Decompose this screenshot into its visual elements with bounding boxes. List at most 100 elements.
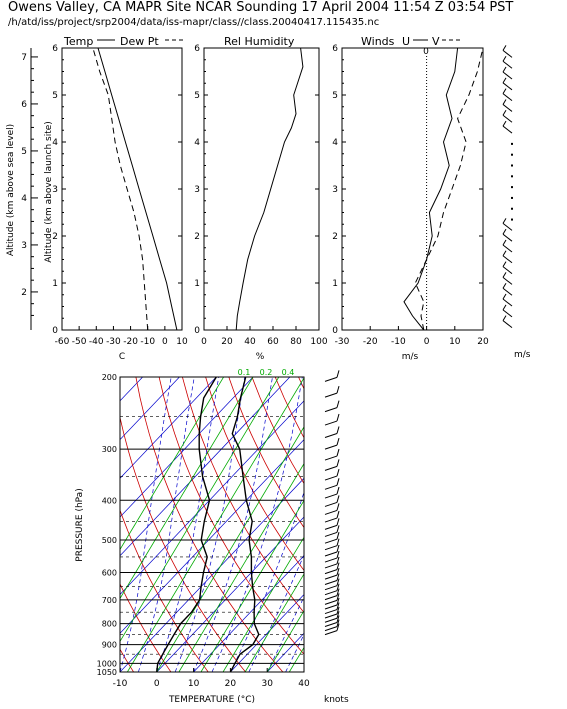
temperature-series-dew-pt bbox=[92, 47, 149, 331]
wind-barb-staff bbox=[502, 320, 513, 329]
skewt-wind-barb-flag bbox=[336, 583, 340, 591]
temperature-series-temp bbox=[97, 47, 178, 331]
skewt-wind-barb-staff bbox=[324, 484, 338, 490]
skewt-wind-barb-flag bbox=[336, 400, 340, 408]
skewt-wind-barb-flag bbox=[336, 448, 340, 457]
skewt-wind-barb-flag bbox=[336, 550, 340, 559]
temperature-y-tick-label: 3 bbox=[52, 185, 58, 195]
skewt-isotherm bbox=[156, 516, 304, 672]
skewt-wind-barb-flag bbox=[336, 602, 340, 610]
skewt-wind-barb-flag bbox=[336, 459, 340, 467]
skewt-wind-barb-flag bbox=[336, 619, 340, 627]
temperature-panel: 2 3 4 5 6 7 Altitude (km above sea level) Alt… bbox=[6, 35, 188, 362]
temperature-axes: -60 -50 -40 -30 -20 -10 0 10 0 1 2 3 4 5 6 bbox=[52, 44, 188, 347]
skewt-wind-barb-flag bbox=[336, 615, 340, 623]
skewt-pressure-tick-label: 1000 bbox=[97, 659, 117, 668]
temperature-plot-frame bbox=[61, 47, 183, 331]
skewt-pressure-tick-label: 600 bbox=[102, 568, 117, 577]
skewt-moist-adiabat bbox=[174, 377, 246, 672]
skewt-pressure-tick-label: 900 bbox=[102, 641, 117, 650]
skewt-isotherm bbox=[120, 400, 304, 596]
temperature-y-tick-label: 1 bbox=[52, 279, 58, 289]
humidity-x-label: % bbox=[256, 352, 265, 362]
skewt-moist-adiabats bbox=[120, 377, 304, 672]
skewt-wind-barb-staff bbox=[324, 590, 338, 596]
wind-barb-flag bbox=[502, 239, 507, 246]
skewt-moist-adiabat bbox=[211, 377, 303, 672]
altitude-msl-tick-label: 2 bbox=[21, 288, 27, 298]
humidity-y-tick-label: 3 bbox=[194, 185, 200, 195]
wind-barb-calm bbox=[511, 196, 513, 199]
altitude-msl-tick-label: 4 bbox=[21, 194, 27, 204]
skewt-wind-barb-staff bbox=[324, 569, 338, 575]
skewt-barb-units-label: knots bbox=[324, 695, 349, 705]
skewt-dry-adiabat bbox=[391, 377, 567, 672]
skewt-wind-barb-staff bbox=[324, 407, 338, 413]
skewt-wind-barb-flag bbox=[336, 611, 340, 619]
skewt-isotherm bbox=[120, 377, 254, 518]
skewt-pressure-tick-label: 700 bbox=[102, 596, 117, 605]
skewt-wind-barb-flag bbox=[336, 503, 340, 511]
wind-barb-flag bbox=[502, 55, 507, 62]
winds-y-tick-label: 4 bbox=[332, 138, 338, 148]
skewt-isotherm bbox=[0, 377, 69, 672]
mixing-ratio-label: 0.4 bbox=[282, 368, 295, 377]
wind-barb-staff bbox=[502, 298, 513, 307]
humidity-axes: 0 20 40 60 80 100 0 1 2 3 4 5 6 bbox=[194, 44, 328, 347]
skewt-wind-barb-staff bbox=[324, 595, 338, 601]
skewt-isotherm bbox=[193, 555, 304, 672]
skewt-isotherm bbox=[120, 377, 217, 479]
wind-barb-flag bbox=[502, 293, 507, 300]
humidity-series bbox=[235, 47, 304, 331]
skewt-dry-adiabats bbox=[120, 377, 567, 672]
temperature-x-tick-label: -40 bbox=[89, 337, 104, 347]
winds-x-tick-label: -10 bbox=[391, 337, 406, 347]
humidity-x-tick-label: 60 bbox=[267, 337, 279, 347]
skewt-wind-barb-flag bbox=[336, 567, 340, 576]
humidity-series-rel-humidity bbox=[235, 47, 304, 331]
altitude-launch-label: Altitude (km above launch site) bbox=[44, 121, 54, 263]
skewt-mixing-ratio-line bbox=[266, 609, 304, 672]
skewt-dry-adiabat bbox=[120, 415, 246, 672]
humidity-panel-title: Rel Humidity bbox=[224, 35, 295, 48]
skewt-wind-barb-flag bbox=[336, 532, 340, 540]
wind-barb-flag bbox=[502, 99, 507, 105]
skewt-moist-adiabat bbox=[266, 596, 304, 672]
dewpoint-legend-label: Dew Pt bbox=[120, 35, 159, 48]
humidity-plot-frame bbox=[203, 47, 320, 331]
skewt-dry-adiabat bbox=[182, 377, 304, 614]
skewt-dry-adiabat bbox=[274, 377, 304, 439]
humidity-y-tick-label: 2 bbox=[194, 232, 200, 242]
wind-barb-flag bbox=[502, 218, 507, 224]
skewt-wind-barb-staff bbox=[324, 622, 338, 627]
skewt-isotherm bbox=[303, 671, 304, 672]
skewt-wind-barb-staff bbox=[324, 626, 338, 632]
skewt-wind-barb-staff bbox=[324, 455, 338, 461]
winds-series-u bbox=[403, 47, 459, 331]
skewt-wind-barb-staff bbox=[324, 376, 338, 382]
skewt-pressure-tick-label: 1050 bbox=[97, 668, 117, 677]
winds-y-tick-label: 0 bbox=[332, 326, 338, 336]
wind-barb-calm bbox=[511, 218, 513, 221]
temperature-y-tick-label: 5 bbox=[52, 91, 58, 101]
skewt-wind-barb-staff bbox=[324, 585, 338, 591]
temperature-x-tick-label: -10 bbox=[140, 337, 155, 347]
skewt-wind-barb-staff bbox=[324, 609, 338, 615]
winds-x-tick-label: 20 bbox=[477, 337, 489, 347]
mixing-ratio-labels: 0.1 0.2 0.4 bbox=[238, 368, 295, 377]
skewt-series-dew-point bbox=[156, 377, 217, 672]
temperature-y-tick-label: 4 bbox=[52, 138, 58, 148]
winds-series-v bbox=[414, 47, 484, 331]
skewt-wind-barb-flag bbox=[336, 386, 340, 394]
wind-barb-calm bbox=[511, 164, 513, 167]
skewt-wind-barb-staff bbox=[324, 617, 338, 623]
winds-x-tick-label: 10 bbox=[449, 337, 461, 347]
skewt-moist-adiabat bbox=[156, 377, 220, 672]
wind-barb-staff bbox=[502, 82, 513, 91]
skewt-moist-adiabat bbox=[120, 377, 172, 672]
skewt-wind-barb-flag bbox=[336, 525, 340, 533]
skewt-wind-barb-flag bbox=[336, 370, 340, 378]
skewt-wind-barb-staff bbox=[324, 557, 338, 563]
skewt-mixing-ratio-line bbox=[156, 426, 304, 672]
skewt-x-tick-label: 30 bbox=[261, 679, 273, 689]
